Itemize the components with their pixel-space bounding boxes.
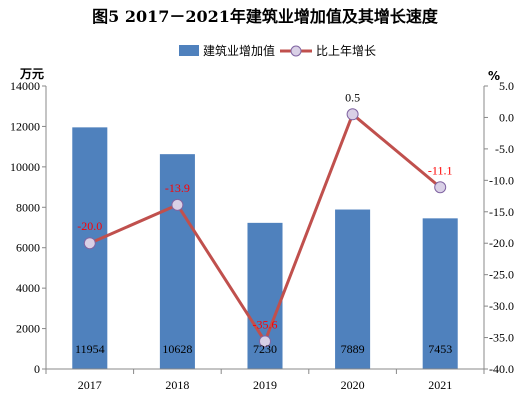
x-tick-label: 2019	[253, 378, 277, 392]
bar-value-label: 7889	[341, 342, 365, 356]
x-axis-ticks: 2017 2018 2019 2020 2021	[45, 369, 485, 392]
left-axis-ticks: 0 2000 4000 6000 8000 10000 12000 14000	[10, 79, 46, 376]
right-tick-label: -35.0	[489, 331, 514, 345]
left-tick-label: 10000	[10, 160, 40, 174]
left-tick-label: 8000	[16, 200, 40, 214]
growth-marker	[434, 181, 447, 194]
axes	[45, 86, 485, 370]
x-tick-label: 2020	[341, 378, 365, 392]
bar	[159, 154, 195, 369]
bar-value-label: 7453	[428, 342, 452, 356]
growth-value-label: 0.5	[345, 90, 360, 104]
growth-value-label: -11.1	[428, 163, 453, 177]
right-tick-label: -30.0	[489, 299, 514, 313]
legend-line-marker	[290, 45, 302, 57]
right-tick-label: -5.0	[495, 142, 514, 156]
bars	[72, 127, 458, 369]
left-tick-label: 12000	[10, 119, 40, 133]
growth-marker	[83, 237, 96, 250]
right-tick-label: -15.0	[489, 205, 514, 219]
growth-marker	[259, 335, 271, 348]
bar-labels: 11954 10628 7230 7889 7453	[75, 342, 452, 356]
left-axis-unit: 万元	[19, 67, 44, 81]
chart-title: 图5 2017－2021年建筑业增加值及其增长速度	[92, 7, 439, 26]
right-tick-label: -10.0	[489, 173, 514, 187]
right-tick-label: -25.0	[489, 268, 514, 282]
right-axis-unit: %	[488, 69, 500, 83]
left-tick-label: 0	[34, 362, 40, 376]
line-series	[83, 108, 447, 348]
right-axis-ticks: 5.0 0.0 -5.0 -10.0 -15.0 -20.0 -25.0 -30.0 -35.0…	[484, 79, 514, 376]
legend-bar-label: 建筑业增加值	[203, 43, 275, 58]
right-tick-label: -20.0	[489, 236, 514, 250]
growth-value-label: -20.0	[77, 219, 102, 233]
bar-value-label: 7230	[253, 342, 277, 356]
growth-value-label: -13.9	[165, 181, 190, 195]
x-tick-label: 2017	[78, 378, 102, 392]
line-labels: -20.0 -13.9 -35.6 0.5 -11.1	[77, 90, 452, 331]
legend-bar-swatch	[179, 45, 199, 56]
bar	[422, 218, 458, 369]
left-tick-label: 2000	[16, 322, 40, 336]
growth-marker	[346, 108, 359, 121]
right-tick-label: 0.0	[499, 110, 514, 124]
legend-line-label: 比上年增长	[316, 44, 376, 58]
bar-value-label: 10628	[162, 342, 192, 356]
left-tick-label: 4000	[16, 281, 40, 295]
left-tick-label: 6000	[16, 241, 40, 255]
right-tick-label: 5.0	[499, 79, 514, 93]
growth-marker	[171, 198, 184, 211]
legend: 建筑业增加值 比上年增长	[179, 43, 376, 58]
bar	[335, 209, 371, 369]
right-tick-label: -40.0	[489, 362, 514, 376]
bar-value-label: 11954	[75, 342, 105, 356]
left-tick-label: 14000	[10, 79, 40, 93]
x-tick-label: 2021	[428, 378, 452, 392]
x-tick-label: 2018	[165, 378, 189, 392]
growth-value-label: -35.6	[253, 317, 278, 331]
